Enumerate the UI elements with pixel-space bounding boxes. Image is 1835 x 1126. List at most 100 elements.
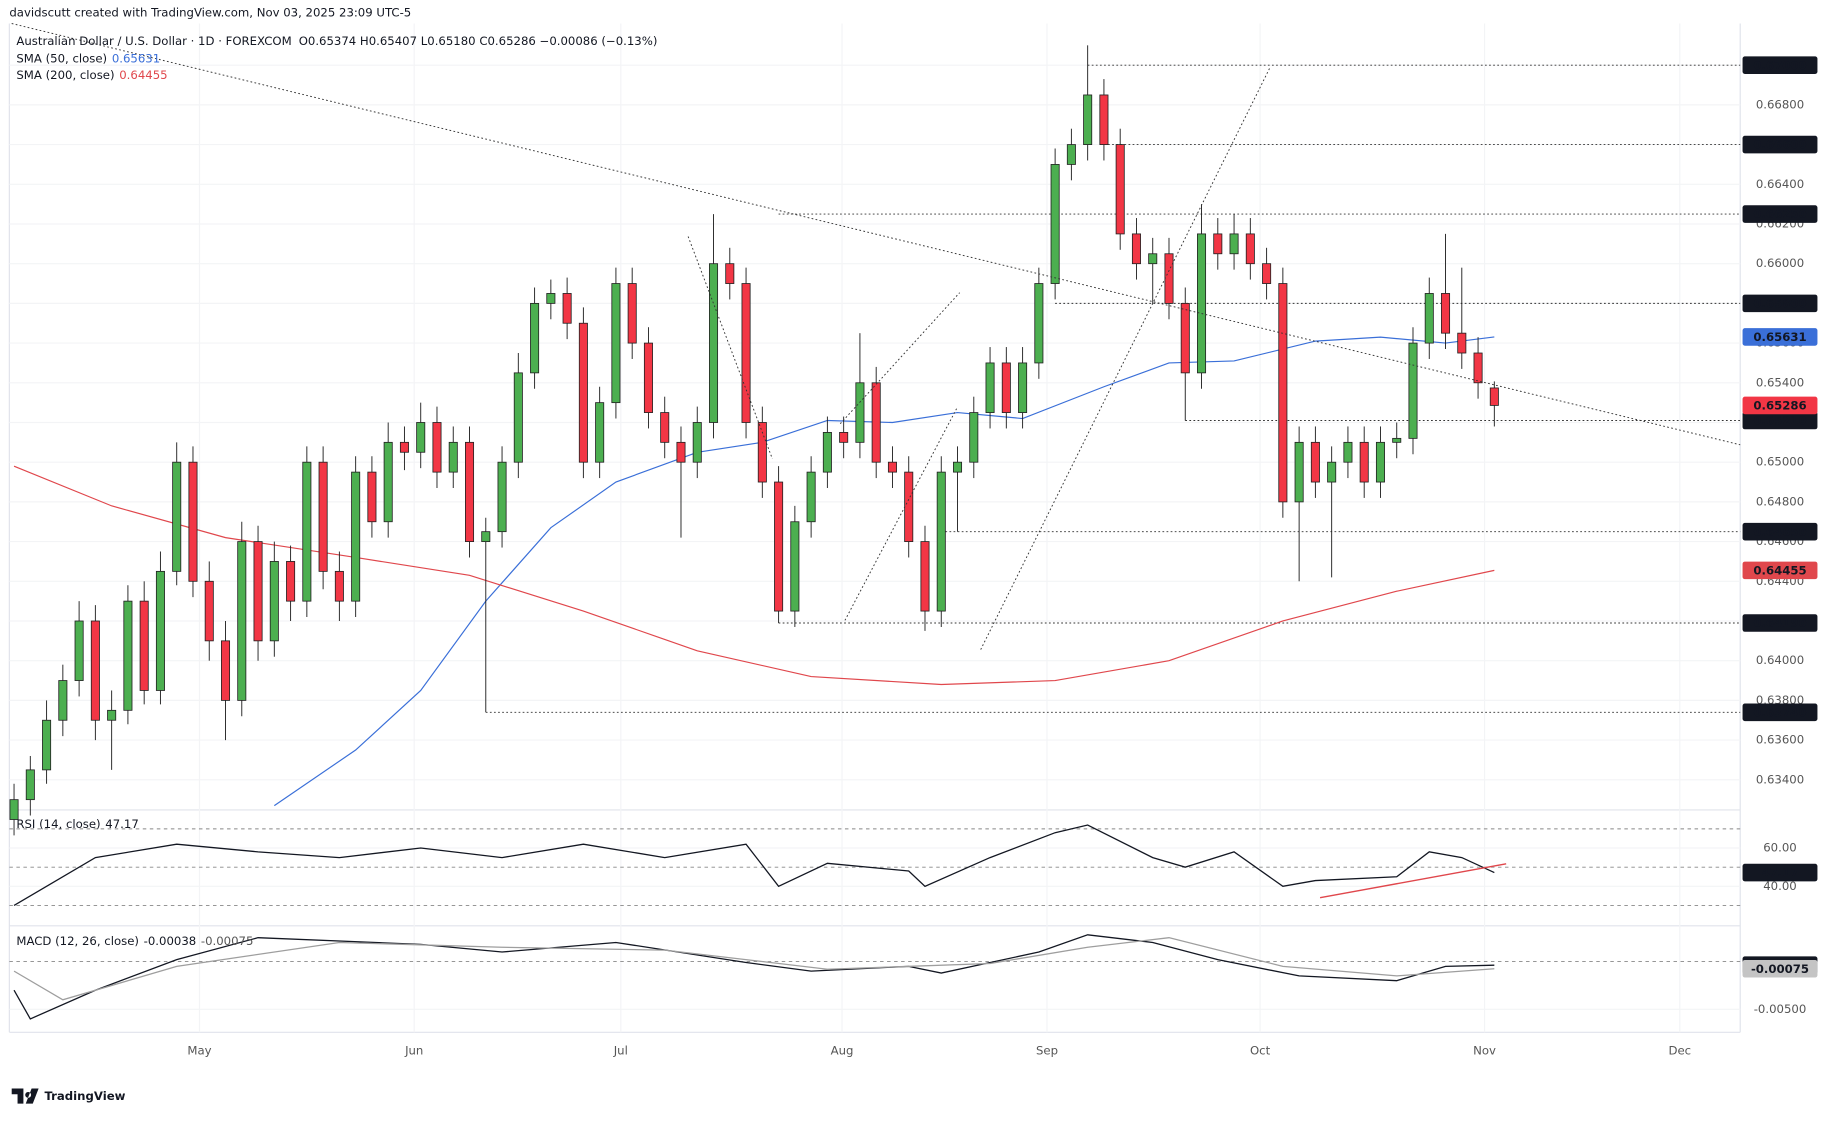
candle-body: [42, 719, 52, 771]
sma-name: SMA (50, close): [16, 51, 107, 65]
candle-body: [497, 461, 507, 533]
candle-body: [595, 402, 605, 463]
candle-body: [1034, 283, 1044, 364]
quote: O0.65374 H0.65407 L0.65180 C0.65286 −0.0…: [299, 34, 658, 48]
candle-body: [822, 432, 832, 473]
candle-body: [1001, 362, 1011, 413]
candle-body: [155, 570, 165, 691]
candle-body: [1310, 441, 1320, 483]
y-tick-label: 0.65000: [1756, 455, 1804, 469]
symbol-name: Australian Dollar / U.S. Dollar · 1D · F…: [16, 34, 291, 48]
candle-body: [1245, 233, 1255, 265]
frame: [8, 23, 1741, 1033]
macd-name: MACD (12, 26, close): [16, 934, 139, 948]
candle-body: [985, 362, 995, 413]
trend-line: [980, 67, 1271, 650]
level-label: 0.67000: [1753, 58, 1806, 72]
level-label-box: [1742, 294, 1818, 313]
candle-body: [465, 441, 475, 543]
candle-body: [1018, 362, 1028, 413]
candle-body: [513, 372, 523, 463]
level-label: 0.65800: [1753, 296, 1806, 310]
candle-body: [188, 461, 198, 582]
sma-name: SMA (200, close): [16, 67, 114, 81]
candle-body: [709, 263, 719, 423]
candle-body: [139, 600, 149, 691]
level-label: 0.66250: [1753, 207, 1806, 221]
rsi-name: RSI (14, close): [16, 816, 100, 830]
candle-body: [1180, 302, 1190, 374]
last-price-label-box: [1742, 396, 1818, 415]
indicator-line: [13, 937, 1495, 1001]
candle-body: [1066, 144, 1076, 165]
indicator-value-label: 47.17: [1762, 866, 1799, 880]
y-tick-label: 0.65400: [1756, 375, 1804, 389]
x-tick-label: Dec: [1668, 1044, 1691, 1058]
candle-body: [692, 422, 702, 463]
level-label-box: [1742, 522, 1818, 541]
level-label: 0.64650: [1753, 525, 1806, 539]
candle-body: [1213, 233, 1223, 255]
candle-body: [774, 481, 784, 612]
candle-body: [660, 412, 670, 443]
sma-label: 0.64455: [1753, 563, 1806, 577]
x-tick-label: Oct: [1250, 1044, 1271, 1058]
level-label: 0.65210: [1753, 414, 1806, 428]
candle-body: [1489, 387, 1499, 406]
y-tick-label: -0.00500: [1754, 1002, 1807, 1016]
level-label-box: [1742, 411, 1818, 430]
rsi-support-line: [1319, 863, 1507, 899]
last-price-label: 0.65286: [1753, 399, 1806, 413]
candle-body: [1083, 94, 1093, 145]
logo: TradingView: [11, 1088, 126, 1104]
sma50-legend: SMA (50, close) 0.65631: [16, 51, 160, 65]
candle-body: [90, 620, 100, 721]
candle-body: [887, 461, 897, 473]
candle-body: [936, 471, 946, 612]
x-tick-label: Sep: [1036, 1044, 1058, 1058]
level-label-box: [1742, 56, 1818, 74]
macd-value: -0.00038: [144, 934, 197, 948]
y-tick-label: 0.64800: [1756, 494, 1804, 508]
candle-body: [627, 283, 637, 344]
candle-body: [1197, 233, 1207, 374]
candle-body: [1148, 253, 1158, 265]
candle-body: [367, 471, 377, 523]
rsi-value: 47.17: [105, 816, 138, 830]
candle-body: [790, 521, 800, 612]
x-tick-label: Nov: [1473, 1044, 1496, 1058]
candle-body: [25, 769, 35, 801]
candle-body: [123, 600, 133, 711]
level-label: 0.63740: [1753, 705, 1806, 719]
candle-body: [1359, 441, 1369, 483]
macd-legend: MACD (12, 26, close) -0.00038 -0.00075: [16, 934, 253, 948]
candle-body: [302, 461, 312, 602]
candle-body: [546, 293, 556, 304]
candle-body: [1050, 164, 1060, 284]
logo-icon: [11, 1088, 39, 1104]
candle-body: [562, 293, 572, 324]
candle-body: [1343, 441, 1353, 463]
candle-body: [855, 382, 865, 443]
candle-body: [757, 422, 767, 483]
candle-body: [399, 441, 409, 453]
candle-body: [578, 322, 588, 463]
y-tick-label: 0.66400: [1756, 177, 1804, 191]
logo-text: TradingView: [44, 1089, 125, 1103]
level-label-box: [1742, 614, 1818, 632]
candle-body: [1164, 253, 1174, 304]
candle-body: [286, 561, 296, 602]
candle-body: [1424, 293, 1434, 344]
candle-body: [1441, 293, 1451, 334]
candle-body: [1457, 332, 1467, 354]
candle-body: [725, 263, 735, 284]
sma-line: [13, 465, 1495, 686]
indicator-value-label: -0.00075: [1751, 962, 1809, 976]
indicator-value-label-box: [1742, 863, 1818, 882]
rsi-legend: RSI (14, close) 47.17: [16, 816, 138, 830]
candle-body: [741, 283, 751, 423]
candle-body: [1115, 144, 1125, 235]
candle-body: [221, 640, 231, 701]
